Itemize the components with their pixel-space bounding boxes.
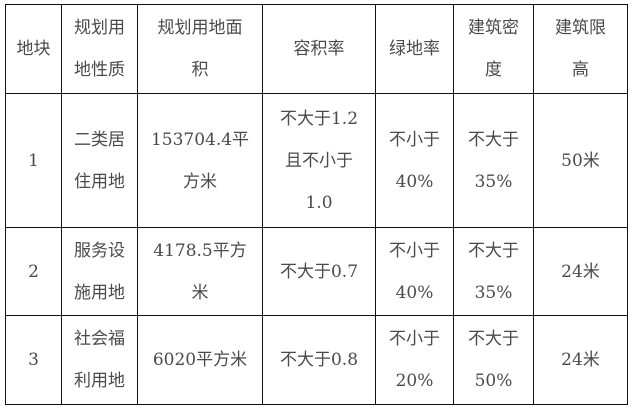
cell-text: 利用地 xyxy=(74,371,125,391)
cell-text: 不大于 xyxy=(468,129,519,150)
cell-text: 1 xyxy=(28,150,39,171)
cell-height-limit: 50米 xyxy=(533,93,628,228)
cell-far: 不大于1.2 且不小于 1.0 xyxy=(262,93,376,228)
header-row: 地块 规划用 地性质 规划用地面积容积率 绿地率 建筑密度建筑限高 xyxy=(5,4,628,94)
cell-text: 40% xyxy=(395,171,434,192)
cell-far: 不大于0.8 xyxy=(262,315,376,405)
cell-density: 不大于 35% xyxy=(453,227,534,316)
cell-text: 不小于 xyxy=(389,329,440,349)
cell-text: 建筑密 xyxy=(468,18,519,38)
cell-text: 20% xyxy=(395,371,434,391)
cell-text: 地块 xyxy=(16,39,51,59)
cell-text: 不大于0.8 xyxy=(279,350,359,370)
cell-plot: 2 xyxy=(5,227,62,316)
cell-text: 规划用地面 xyxy=(157,18,243,38)
cell-text: 不大于 xyxy=(468,240,519,261)
cell-area: 4178.5平方米 xyxy=(137,227,263,316)
cell-text: 二类居 xyxy=(74,129,125,150)
cell-text: 建筑限 xyxy=(555,18,606,38)
cell-text: 规划用 xyxy=(74,18,125,38)
cell-text: 2 xyxy=(28,261,39,282)
cell-area: 153704.4平 方米 xyxy=(137,93,263,228)
cell-text: 且不小于 xyxy=(285,150,353,171)
header-area: 规划用地面积 xyxy=(137,4,263,94)
cell-far: 不大于0.7 xyxy=(262,227,376,316)
cell-text: 35% xyxy=(474,282,513,303)
cell-text: 1.0 xyxy=(305,192,333,213)
cell-text: 50% xyxy=(474,371,513,391)
header-far: 容积率 xyxy=(262,4,376,94)
cell-height-limit: 24米 xyxy=(533,227,628,316)
cell-text: 153704.4平 xyxy=(150,129,250,150)
cell-text: 高 xyxy=(572,60,589,80)
cell-plot: 1 xyxy=(5,93,62,228)
cell-text: 不小于 xyxy=(389,240,440,261)
cell-text: 35% xyxy=(474,171,513,192)
cell-plot: 3 xyxy=(5,315,62,405)
cell-text: 不小于 xyxy=(389,129,440,150)
cell-height-limit: 24米 xyxy=(533,315,628,405)
table-row: 3 社会福利用地 6020平方米 不大于0.8 不小于 20% 不大于 50% 24米 xyxy=(5,315,628,405)
cell-text: 不大于1.2 xyxy=(279,108,359,129)
cell-text: 40% xyxy=(395,282,434,303)
cell-green-ratio: 不小于 40% xyxy=(375,227,454,316)
cell-text: 施用地 xyxy=(74,282,125,303)
cell-text: 不大于 xyxy=(468,329,519,349)
cell-text: 度 xyxy=(485,60,502,80)
header-land-use: 规划用 地性质 xyxy=(61,4,138,94)
header-plot: 地块 xyxy=(5,4,62,94)
cell-green-ratio: 不小于 20% xyxy=(375,315,454,405)
header-height-limit: 建筑限高 xyxy=(533,4,628,94)
cell-text: 容积率 xyxy=(293,39,345,59)
cell-land-use: 服务设 施用地 xyxy=(61,227,138,316)
land-plan-table: 地块 规划用 地性质 规划用地面积容积率 绿地率 建筑密度建筑限高 1 二类居 住用地 15370… xyxy=(5,4,628,405)
cell-density: 不大于 35% xyxy=(453,93,534,228)
cell-text: 50米 xyxy=(561,150,600,171)
cell-area: 6020平方米 xyxy=(137,315,263,405)
cell-density: 不大于 50% xyxy=(453,315,534,405)
cell-text: 绿地率 xyxy=(389,39,440,59)
table-row: 1 二类居 住用地 153704.4平 方米 不大于1.2 且不小于 1.0 不小于 40% 不大于… xyxy=(5,93,628,228)
cell-text: 服务设 xyxy=(74,240,125,261)
cell-land-use: 社会福 利用地 xyxy=(61,315,138,405)
cell-text: 24米 xyxy=(561,350,600,370)
cell-text: 6020平方米 xyxy=(152,350,248,370)
header-green-ratio: 绿地率 xyxy=(375,4,454,94)
cell-green-ratio: 不小于 40% xyxy=(375,93,454,228)
cell-text: 米 xyxy=(191,282,209,303)
cell-text: 地性质 xyxy=(74,60,125,80)
cell-land-use: 二类居 住用地 xyxy=(61,93,138,228)
cell-text: 住用地 xyxy=(74,171,125,192)
header-density: 建筑密度 xyxy=(453,4,534,94)
cell-text: 24米 xyxy=(561,261,600,282)
table-row: 2 服务设 施用地 4178.5平方米不大于0.7 不小于 40% 不大于 35% 24米 xyxy=(5,227,628,316)
cell-text: 不大于0.7 xyxy=(279,261,359,282)
cell-text: 积 xyxy=(191,60,209,80)
cell-text: 4178.5平方 xyxy=(153,240,247,261)
cell-text: 社会福 xyxy=(74,329,125,349)
cell-text: 方米 xyxy=(183,171,217,192)
cell-text: 3 xyxy=(28,350,39,370)
